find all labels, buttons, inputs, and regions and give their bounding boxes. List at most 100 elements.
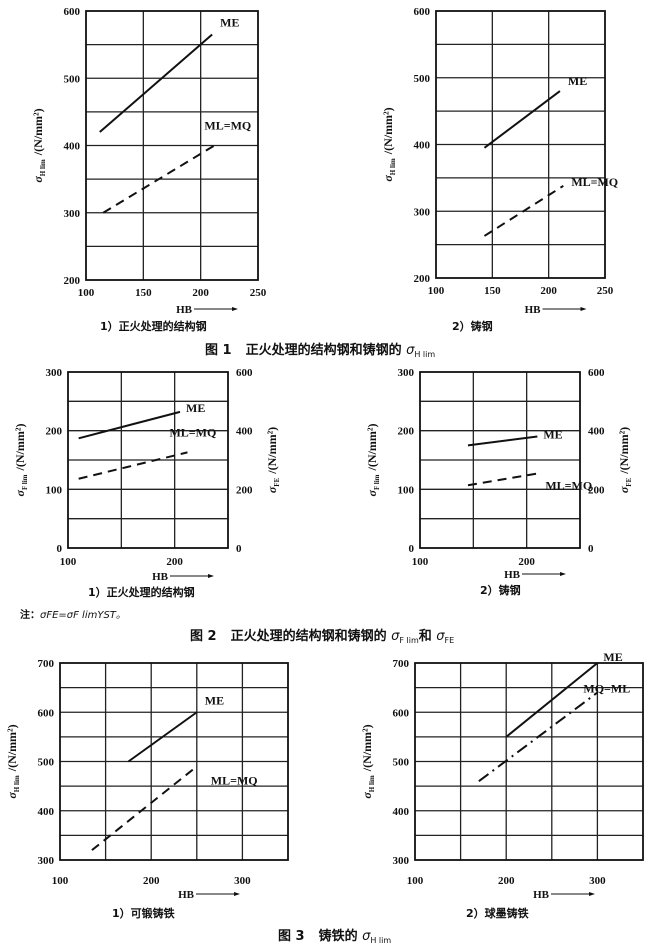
y-tick-label: 400	[414, 140, 431, 152]
chart-1: 100 150 200 250 200 300 400 500 600 σH lim /(N/mm²…	[31, 6, 267, 333]
series-line-me	[127, 711, 198, 763]
y2-axis-label-subscript: FE	[625, 477, 633, 486]
y-axis-label: σH lim /(N/mm²)	[5, 724, 21, 798]
y-tick-label: 500	[393, 757, 410, 769]
plot-frame	[414, 662, 644, 861]
x-axis-label: HB	[176, 304, 193, 316]
y-axis-label-symbol: σ	[13, 489, 27, 496]
y-axis-label-symbol: σ	[381, 175, 395, 182]
y-axis-label: σF lim /(N/mm²)	[365, 424, 381, 497]
y-tick-label: 600	[64, 6, 81, 18]
arrowhead-icon	[589, 892, 595, 896]
x-tick-label: 200	[518, 556, 535, 568]
series-line-ml-mq	[467, 472, 538, 487]
series-line-me	[99, 33, 213, 133]
x-tick-label: 250	[250, 287, 267, 299]
y-tick-label: 200	[46, 426, 63, 438]
y2-axis-label-symbol: σ	[265, 486, 279, 493]
y-tick-label: 300	[38, 855, 55, 867]
chart-caption: 1）正火处理的结构钢	[88, 585, 195, 599]
figure-title: 图 2 正火处理的结构钢和铸钢的 σF lim和 σFE	[190, 628, 454, 645]
series-line-ml-mq	[102, 144, 215, 214]
y2-axis-label: σFE /(N/mm²)	[617, 427, 633, 493]
x-tick-label: 100	[52, 875, 69, 887]
x-tick-label: 200	[143, 875, 160, 887]
x-tick-label: 300	[234, 875, 251, 887]
y-axis-label-symbol: σ	[5, 792, 19, 799]
x-axis-label: HB	[525, 304, 542, 316]
y-tick-label: 300	[46, 367, 63, 379]
y-tick-label: 300	[64, 208, 81, 220]
y-tick-label: 0	[409, 543, 415, 555]
series-label: ME	[186, 401, 205, 415]
series-label: ML=MQ	[169, 425, 216, 439]
y2-axis-label-unit: /(N/mm²)	[265, 427, 279, 475]
y-tick-label: 200	[64, 275, 81, 287]
y-axis-label-subscript: F lim	[373, 474, 381, 490]
y-axis-label: σH lim /(N/mm²)	[381, 107, 397, 181]
series-line-ml-mq	[78, 451, 188, 480]
y-axis-label-unit: /(N/mm²)	[360, 724, 374, 772]
series-line-me	[483, 90, 561, 149]
y-tick-label: 600	[38, 707, 55, 719]
y2-tick-label: 200	[236, 484, 253, 496]
x-tick-label: 200	[540, 285, 557, 297]
y-axis-label: σH lim /(N/mm²)	[360, 724, 376, 798]
series-label: ME	[205, 693, 224, 707]
figure-title: 图 1 正火处理的结构钢和铸钢的 σH lim	[205, 342, 435, 359]
series-label: ML=MQ	[545, 478, 592, 492]
y2-tick-label: 400	[588, 426, 605, 438]
plot-frame	[59, 662, 289, 861]
series-label: ML=MQ	[571, 175, 618, 189]
y-tick-label: 300	[398, 367, 415, 379]
figure-title-text: 正火处理的结构钢和铸钢的	[246, 342, 407, 358]
series-label: ME	[603, 650, 622, 664]
y-tick-label: 600	[393, 707, 410, 719]
y-axis-label-subscript: H lim	[389, 158, 397, 175]
y-tick-label: 600	[414, 6, 431, 18]
y2-tick-label: 200	[588, 484, 605, 496]
title-symbol: σ	[391, 629, 400, 644]
series-line-me	[78, 410, 181, 440]
y-tick-label: 500	[414, 73, 431, 85]
title-tail: 和	[419, 628, 437, 644]
arrowhead-icon	[208, 574, 214, 578]
y-axis-label: σF lim /(N/mm²)	[13, 424, 29, 497]
y-tick-label: 200	[398, 426, 415, 438]
series-line-me	[467, 435, 538, 447]
y2-axis-label-subscript: FE	[273, 477, 281, 486]
y-axis-label-symbol: σ	[365, 489, 379, 496]
title-subscript-2: FE	[445, 636, 455, 645]
x-tick-label: 250	[597, 285, 614, 297]
series-line-mq-ml	[478, 691, 598, 783]
y-axis-label-unit: /(N/mm²)	[365, 424, 379, 472]
y-tick-label: 200	[414, 273, 431, 285]
series-line-me	[505, 662, 599, 738]
chart-caption: 2）铸钢	[452, 319, 493, 333]
chart-2: 100 150 200 250 200 300 400 500 600 σH lim /(N/mm²…	[381, 6, 618, 333]
plot-frame	[67, 371, 229, 549]
y-tick-label: 500	[38, 757, 55, 769]
series-label: ML=MQ	[204, 119, 251, 133]
y-axis-label-symbol: σ	[31, 176, 45, 183]
y-axis-label-unit: /(N/mm²)	[5, 724, 19, 772]
y2-tick-label: 0	[236, 543, 242, 555]
x-tick-label: 150	[484, 285, 501, 297]
chart-caption: 2）球墨铸铁	[466, 906, 529, 920]
x-tick-label: 200	[498, 875, 515, 887]
y2-tick-label: 400	[236, 426, 253, 438]
chart-caption: 1）可锻铸铁	[112, 906, 175, 920]
series-label: ME	[568, 74, 587, 88]
y-tick-label: 300	[393, 855, 410, 867]
title-symbol: σ	[362, 929, 371, 944]
series-line-ml-mq	[483, 185, 564, 237]
figure-note: 注：σFE=σF limYST。	[20, 608, 126, 621]
figure-number: 图 2	[190, 629, 217, 644]
x-tick-label: 100	[60, 556, 77, 568]
x-tick-label: 200	[192, 287, 209, 299]
x-tick-label: 300	[589, 875, 606, 887]
x-tick-label: 150	[135, 287, 152, 299]
x-tick-label: 100	[412, 556, 429, 568]
